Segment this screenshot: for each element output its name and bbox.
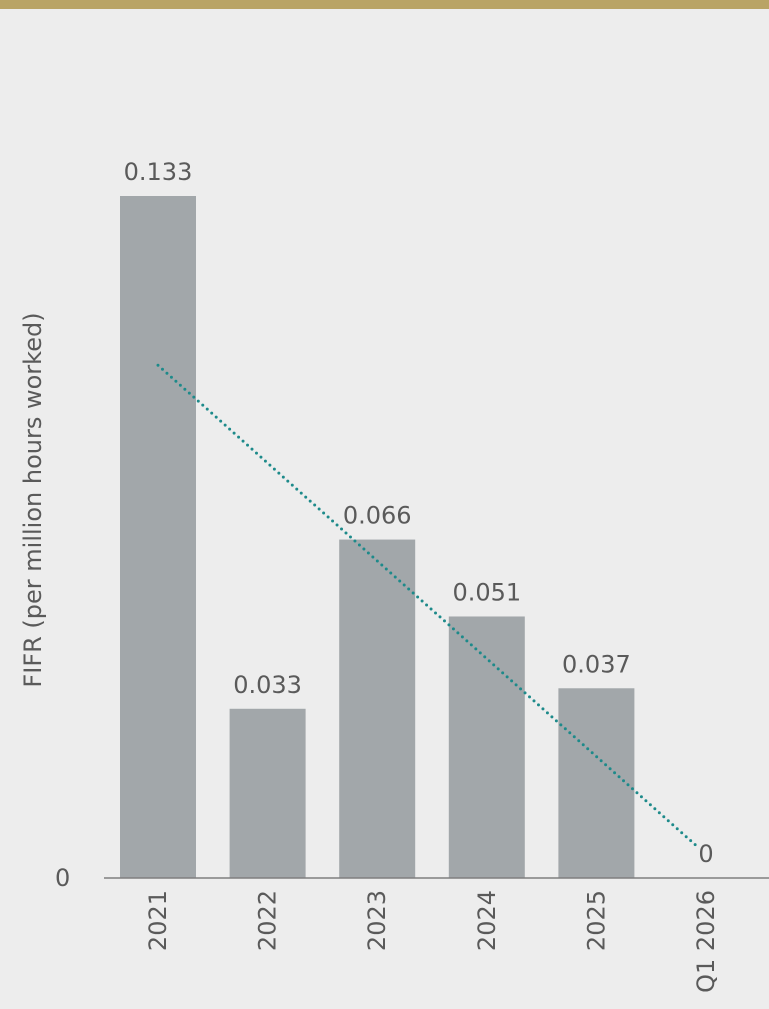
x-tick-label: 2022 <box>254 890 282 951</box>
bar-2023 <box>339 539 416 878</box>
y-tick-zero: 0 <box>55 864 71 892</box>
x-tick-label: 2023 <box>363 890 391 951</box>
bar-2022 <box>229 708 306 878</box>
x-tick-label: 2021 <box>144 890 172 951</box>
trendline <box>156 363 700 849</box>
bar-2024 <box>448 616 525 878</box>
x-tick-labels-group: 2021 2022 2023 2024 2025 Q1 2026 <box>144 890 720 993</box>
x-tick-label: Q1 2026 <box>692 890 720 993</box>
x-tick-label: 2025 <box>582 890 610 951</box>
data-label: 0.133 <box>124 158 193 186</box>
bar-2021 <box>120 196 196 878</box>
data-label: 0.033 <box>233 671 302 699</box>
data-label: 0.037 <box>562 650 631 678</box>
x-tick-label: 2024 <box>473 890 501 951</box>
data-labels-group: 0.133 0.033 0.066 0.051 0.037 0 <box>124 158 714 868</box>
data-label: 0.051 <box>452 578 521 606</box>
data-label: 0 <box>698 840 713 868</box>
top-accent-bar <box>0 0 769 9</box>
bar-2025 <box>558 688 635 878</box>
data-label: 0.066 <box>343 502 412 530</box>
bars-group <box>120 196 635 878</box>
